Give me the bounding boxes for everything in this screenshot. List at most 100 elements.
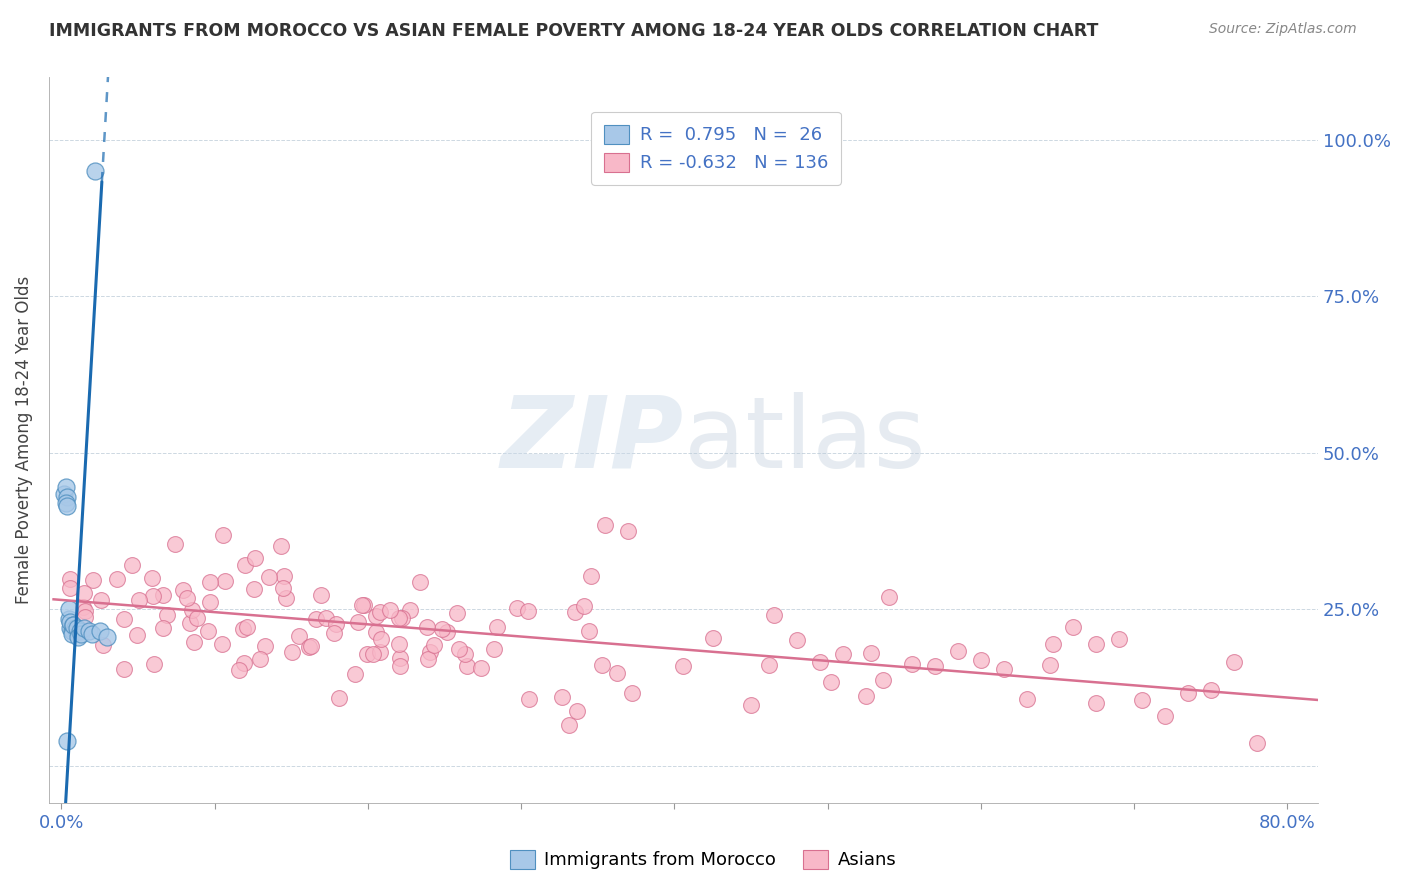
Point bbox=[181, 603, 204, 617]
Point bbox=[70, 627, 93, 641]
Point bbox=[172, 582, 194, 597]
Point bbox=[274, 591, 297, 605]
Point bbox=[281, 645, 304, 659]
Point bbox=[271, 581, 294, 595]
Point bbox=[84, 164, 107, 178]
Point bbox=[1015, 692, 1038, 706]
Point bbox=[565, 704, 588, 718]
Point bbox=[288, 629, 311, 643]
Point bbox=[59, 615, 82, 629]
Point bbox=[142, 657, 165, 672]
Point bbox=[197, 624, 219, 639]
Point bbox=[398, 603, 420, 617]
Point bbox=[156, 607, 179, 622]
Point bbox=[808, 655, 831, 669]
Point bbox=[328, 691, 350, 706]
Point bbox=[432, 622, 454, 636]
Point bbox=[859, 646, 882, 660]
Point bbox=[65, 621, 87, 635]
Point bbox=[946, 644, 969, 658]
Point bbox=[364, 608, 387, 623]
Point bbox=[58, 602, 80, 616]
Point bbox=[114, 612, 136, 626]
Point bbox=[418, 645, 440, 659]
Point bbox=[112, 662, 135, 676]
Point bbox=[572, 599, 595, 613]
Point bbox=[63, 621, 86, 635]
Point bbox=[855, 689, 877, 703]
Point bbox=[353, 598, 375, 612]
Point bbox=[128, 592, 150, 607]
Point bbox=[56, 499, 79, 513]
Point bbox=[77, 624, 100, 639]
Point bbox=[69, 624, 91, 639]
Point bbox=[361, 647, 384, 661]
Point bbox=[125, 627, 148, 641]
Point bbox=[59, 581, 82, 595]
Point bbox=[446, 606, 468, 620]
Point bbox=[75, 610, 97, 624]
Point bbox=[228, 663, 250, 677]
Point bbox=[617, 524, 640, 538]
Point bbox=[214, 574, 236, 588]
Point bbox=[56, 733, 79, 747]
Point bbox=[993, 662, 1015, 676]
Point bbox=[606, 666, 628, 681]
Y-axis label: Female Poverty Among 18-24 Year Olds: Female Poverty Among 18-24 Year Olds bbox=[15, 277, 32, 605]
Point bbox=[91, 638, 114, 652]
Point bbox=[80, 627, 103, 641]
Point bbox=[591, 658, 613, 673]
Point bbox=[901, 657, 924, 671]
Point bbox=[96, 631, 118, 645]
Point bbox=[1062, 620, 1084, 634]
Point bbox=[253, 639, 276, 653]
Point bbox=[249, 651, 271, 665]
Point bbox=[1153, 708, 1175, 723]
Point bbox=[72, 599, 94, 614]
Point bbox=[820, 674, 842, 689]
Point bbox=[486, 619, 509, 633]
Point bbox=[243, 582, 266, 596]
Point bbox=[621, 686, 644, 700]
Point bbox=[232, 622, 254, 636]
Point bbox=[186, 611, 208, 625]
Point bbox=[59, 621, 82, 635]
Point bbox=[506, 600, 529, 615]
Point bbox=[391, 611, 413, 625]
Point bbox=[877, 590, 900, 604]
Point bbox=[758, 657, 780, 672]
Point bbox=[370, 632, 392, 647]
Point bbox=[59, 572, 82, 586]
Legend: Immigrants from Morocco, Asians: Immigrants from Morocco, Asians bbox=[501, 840, 905, 879]
Point bbox=[323, 626, 346, 640]
Point bbox=[152, 588, 174, 602]
Point bbox=[368, 644, 391, 658]
Point bbox=[418, 652, 440, 666]
Point bbox=[56, 490, 79, 504]
Point bbox=[558, 718, 581, 732]
Point bbox=[315, 610, 337, 624]
Point bbox=[702, 631, 724, 645]
Point bbox=[90, 593, 112, 607]
Point bbox=[388, 651, 411, 665]
Point bbox=[578, 624, 600, 638]
Point bbox=[389, 658, 412, 673]
Point bbox=[257, 570, 280, 584]
Point bbox=[299, 640, 322, 654]
Point bbox=[73, 586, 96, 600]
Point bbox=[107, 572, 129, 586]
Point bbox=[183, 634, 205, 648]
Point bbox=[82, 574, 104, 588]
Point bbox=[346, 615, 368, 629]
Point bbox=[672, 659, 695, 673]
Point bbox=[388, 611, 411, 625]
Point bbox=[305, 611, 328, 625]
Point bbox=[1223, 656, 1246, 670]
Point bbox=[212, 527, 235, 541]
Point bbox=[1108, 632, 1130, 647]
Point bbox=[325, 617, 347, 632]
Point bbox=[65, 624, 87, 639]
Point bbox=[243, 550, 266, 565]
Point bbox=[517, 604, 540, 618]
Point bbox=[233, 558, 256, 572]
